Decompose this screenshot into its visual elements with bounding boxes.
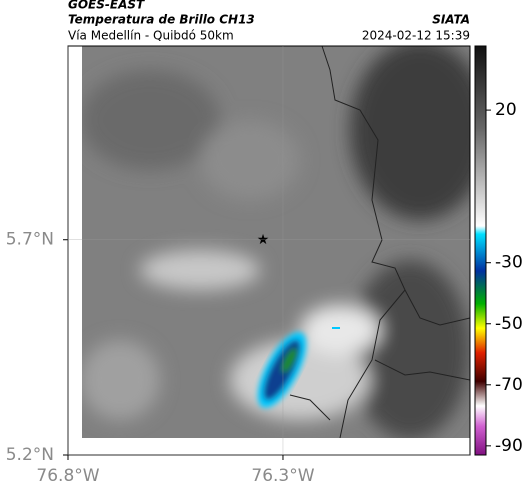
colorbar-tick-label: 20	[495, 100, 517, 120]
product: Temperatura de Brillo CH13	[68, 13, 255, 27]
lon-tick-label: 76.3°W	[251, 466, 314, 486]
colorbar-tick-label: -70	[495, 375, 523, 395]
datetime: 2024-02-12 15:39	[362, 29, 470, 43]
location: Vía Medellín - Quibdó 50km	[68, 29, 234, 43]
lat-tick-label: 5.2°N	[6, 445, 54, 465]
satellite-image	[82, 46, 470, 438]
agency: SIATA	[432, 13, 470, 27]
lon-tick-label: 76.8°W	[36, 466, 99, 486]
colorbar-tick-label: -90	[495, 436, 523, 456]
satellite: GOES-EAST	[68, 0, 145, 12]
lat-tick-label: 5.7°N	[6, 230, 54, 250]
colorbar-tick-label: -30	[495, 253, 523, 273]
colorbar-tick-label: -50	[495, 314, 523, 334]
colorbar	[474, 45, 487, 456]
star-marker: ★	[257, 232, 270, 248]
